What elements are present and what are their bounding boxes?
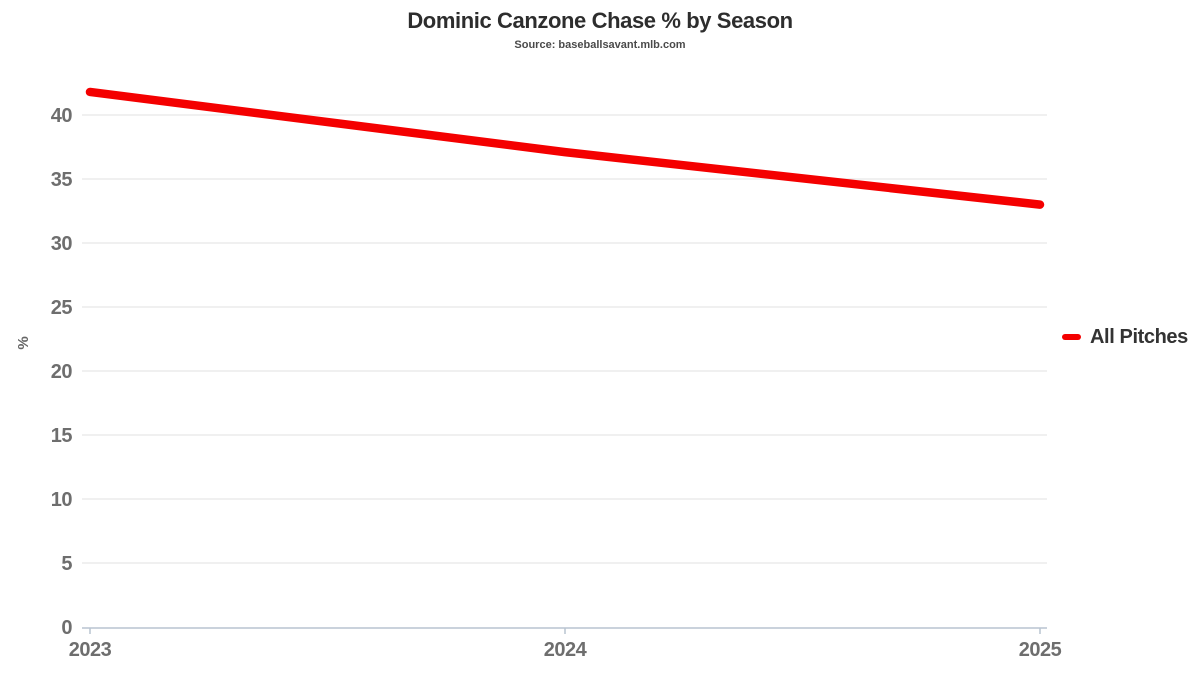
chart-subtitle: Source: baseballsavant.mlb.com — [514, 39, 686, 51]
y-tick-label: 0 — [61, 617, 72, 639]
x-tick-label: 2023 — [69, 639, 112, 661]
y-tick-label: 15 — [51, 425, 73, 447]
y-tick-label: 40 — [51, 105, 73, 127]
y-tick-label: 30 — [51, 233, 73, 255]
legend-swatch-all-pitches — [1062, 334, 1081, 340]
y-tick-label: 20 — [51, 361, 73, 383]
y-tick-label: 35 — [51, 169, 73, 191]
legend: All Pitches — [1062, 323, 1188, 351]
y-axis-title: % — [15, 336, 32, 349]
y-tick-label: 25 — [51, 297, 73, 319]
x-tick-label: 2025 — [1019, 639, 1062, 661]
chart-title: Dominic Canzone Chase % by Season — [407, 8, 793, 33]
y-tick-label: 10 — [51, 489, 73, 511]
series-line-all-pitches — [85, 87, 1045, 209]
x-tick-label: 2024 — [544, 639, 588, 661]
y-tick-label: 5 — [61, 553, 72, 575]
legend-label-all-pitches: All Pitches — [1090, 325, 1188, 348]
